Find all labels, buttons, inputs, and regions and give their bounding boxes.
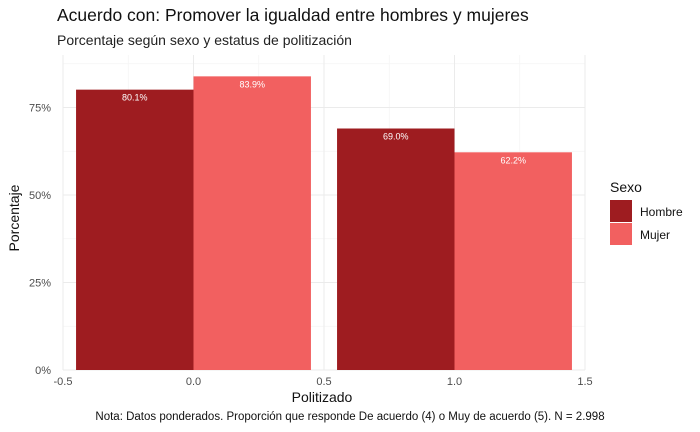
chart-caption: Nota: Datos ponderados. Proporción que r… (95, 411, 605, 423)
bar-mujer-1 (454, 152, 572, 370)
x-axis-title: Politizado (292, 389, 353, 405)
bar-mujer-0 (193, 76, 311, 370)
bar-hombre-1 (337, 128, 455, 370)
bar-hombre-0 (76, 89, 194, 371)
x-tick-label: 0.0 (186, 376, 201, 388)
legend-label-hombre: Hombre (640, 205, 683, 219)
x-tick-label: 1.0 (447, 376, 462, 388)
bars-group (76, 76, 572, 371)
x-tick-label: 0.5 (316, 376, 331, 388)
chart-subtitle: Porcentaje según sexo y estatus de polit… (57, 32, 352, 48)
data-label: 80.1% (122, 93, 148, 103)
x-tick-label: -0.5 (54, 376, 73, 388)
x-tick-label: 1.5 (577, 376, 592, 388)
data-label: 83.9% (239, 79, 265, 89)
y-tick-label: 0% (35, 365, 51, 377)
legend-key-mujer (610, 223, 632, 245)
data-labels-group: 80.1% 69.0% 83.9% 62.2% (122, 79, 526, 165)
y-tick-label: 50% (29, 190, 51, 202)
legend-title: Sexo (610, 179, 642, 195)
x-axis-ticks: -0.5 0.0 0.5 1.0 1.5 (54, 376, 593, 388)
legend-key-hombre (610, 200, 632, 222)
chart-title: Acuerdo con: Promover la igualdad entre … (57, 5, 529, 25)
data-label: 69.0% (383, 132, 409, 142)
legend-label-mujer: Mujer (640, 228, 670, 242)
y-tick-label: 25% (29, 278, 51, 290)
y-axis-title: Porcentaje (6, 184, 22, 251)
data-label: 62.2% (500, 155, 526, 165)
y-tick-label: 75% (29, 103, 51, 115)
y-axis-ticks: 0% 25% 50% 75% (29, 103, 51, 378)
legend: Sexo Hombre Mujer (610, 179, 683, 245)
